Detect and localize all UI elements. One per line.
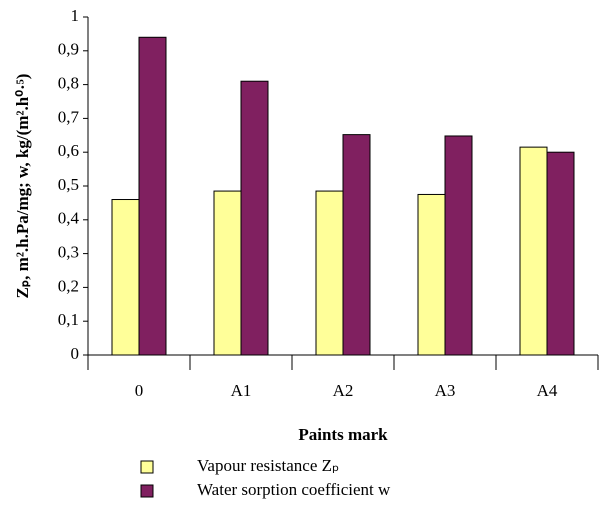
y-tick-label: 0,4 xyxy=(58,209,80,228)
bar xyxy=(213,190,242,356)
bar xyxy=(444,135,473,356)
bar xyxy=(138,36,167,356)
y-tick-label: 0,2 xyxy=(58,276,79,295)
y-tick-label: 0,3 xyxy=(58,243,79,262)
bar xyxy=(519,146,548,356)
x-tick-label: 0 xyxy=(135,381,144,400)
x-axis-title: Paints mark xyxy=(298,425,388,444)
bar xyxy=(546,151,575,356)
y-tick-label: 0,7 xyxy=(58,107,80,126)
y-tick-label: 0,1 xyxy=(58,310,79,329)
y-tick-label: 0 xyxy=(71,344,80,363)
legend-swatch xyxy=(140,460,154,474)
y-tick-label: 0,9 xyxy=(58,40,79,59)
y-tick-label: 0,8 xyxy=(58,74,79,93)
y-tick-label: 0,5 xyxy=(58,175,79,194)
legend-label: Vapour resistance Zₚ xyxy=(197,456,339,475)
y-tick-label: 1 xyxy=(71,6,80,25)
y-axis-title: Zₚ, m².h.Pa/mg; w, kg/(m².h⁰·⁵) xyxy=(13,74,32,299)
bar xyxy=(417,193,446,356)
x-tick-label: A1 xyxy=(231,381,252,400)
legend-label: Water sorption coefficient w xyxy=(197,480,391,499)
bar xyxy=(111,199,140,356)
bar xyxy=(342,134,371,356)
x-tick-label: A3 xyxy=(435,381,456,400)
x-tick-label: A2 xyxy=(333,381,354,400)
bar xyxy=(240,80,269,356)
y-tick-label: 0,6 xyxy=(58,141,79,160)
x-tick-label: A4 xyxy=(537,381,558,400)
legend-swatch xyxy=(140,484,154,498)
bar xyxy=(315,190,344,356)
